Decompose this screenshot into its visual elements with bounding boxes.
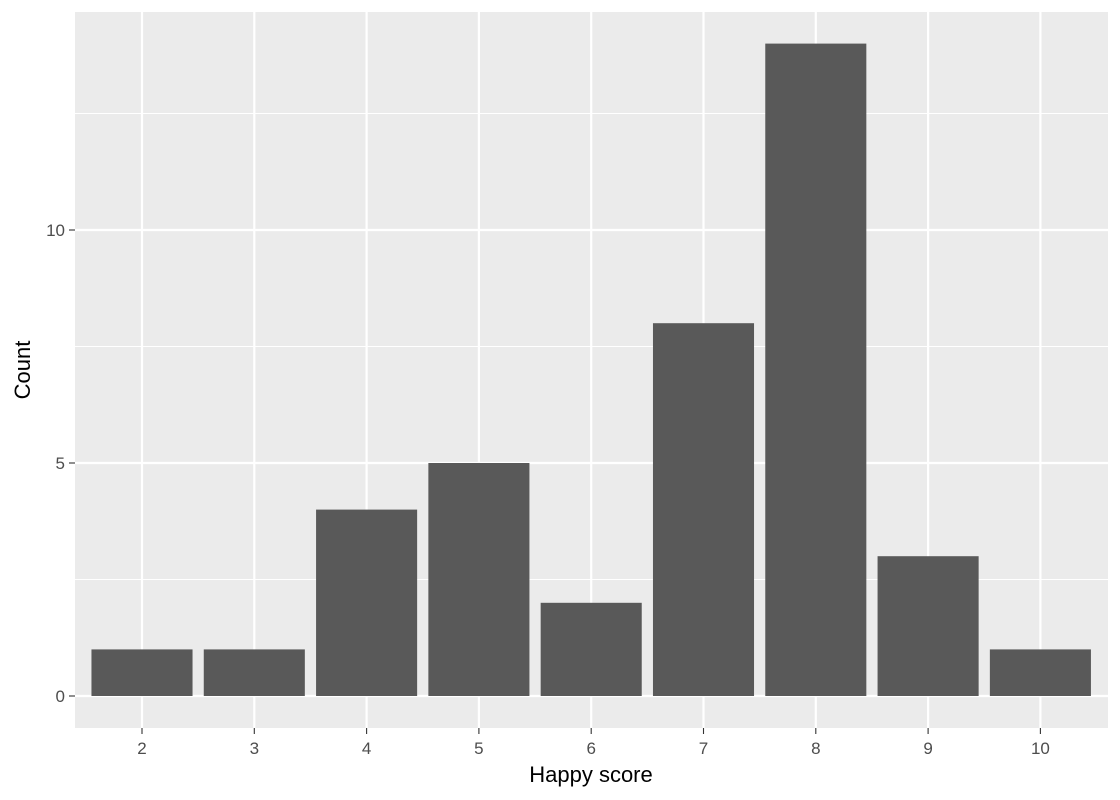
y-tick-label: 0 [56,687,65,706]
bars [91,43,1091,697]
bar-4 [316,509,418,696]
bar-2 [91,649,193,696]
y-axis: 0 5 10 [46,221,75,706]
bar-9 [877,556,979,696]
bar-8 [765,43,867,697]
x-tick-label: 4 [362,739,371,758]
bar-10 [989,649,1091,696]
x-tick-label: 3 [250,739,259,758]
x-tick-label: 5 [474,739,483,758]
bar-3 [203,649,305,696]
x-tick-label: 7 [699,739,708,758]
x-tick-label: 2 [137,739,146,758]
x-axis-title: Happy score [529,762,653,787]
bar-6 [540,602,642,696]
y-axis-title: Count [10,341,35,400]
y-tick-label: 5 [56,454,65,473]
x-tick-label: 6 [586,739,595,758]
x-tick-label: 8 [811,739,820,758]
bar-7 [652,323,755,696]
y-tick-label: 10 [46,221,65,240]
x-tick-label: 10 [1031,739,1050,758]
x-tick-label: 9 [923,739,932,758]
bar-5 [428,463,530,696]
x-axis: 2 3 4 5 6 7 8 9 10 [137,728,1050,758]
